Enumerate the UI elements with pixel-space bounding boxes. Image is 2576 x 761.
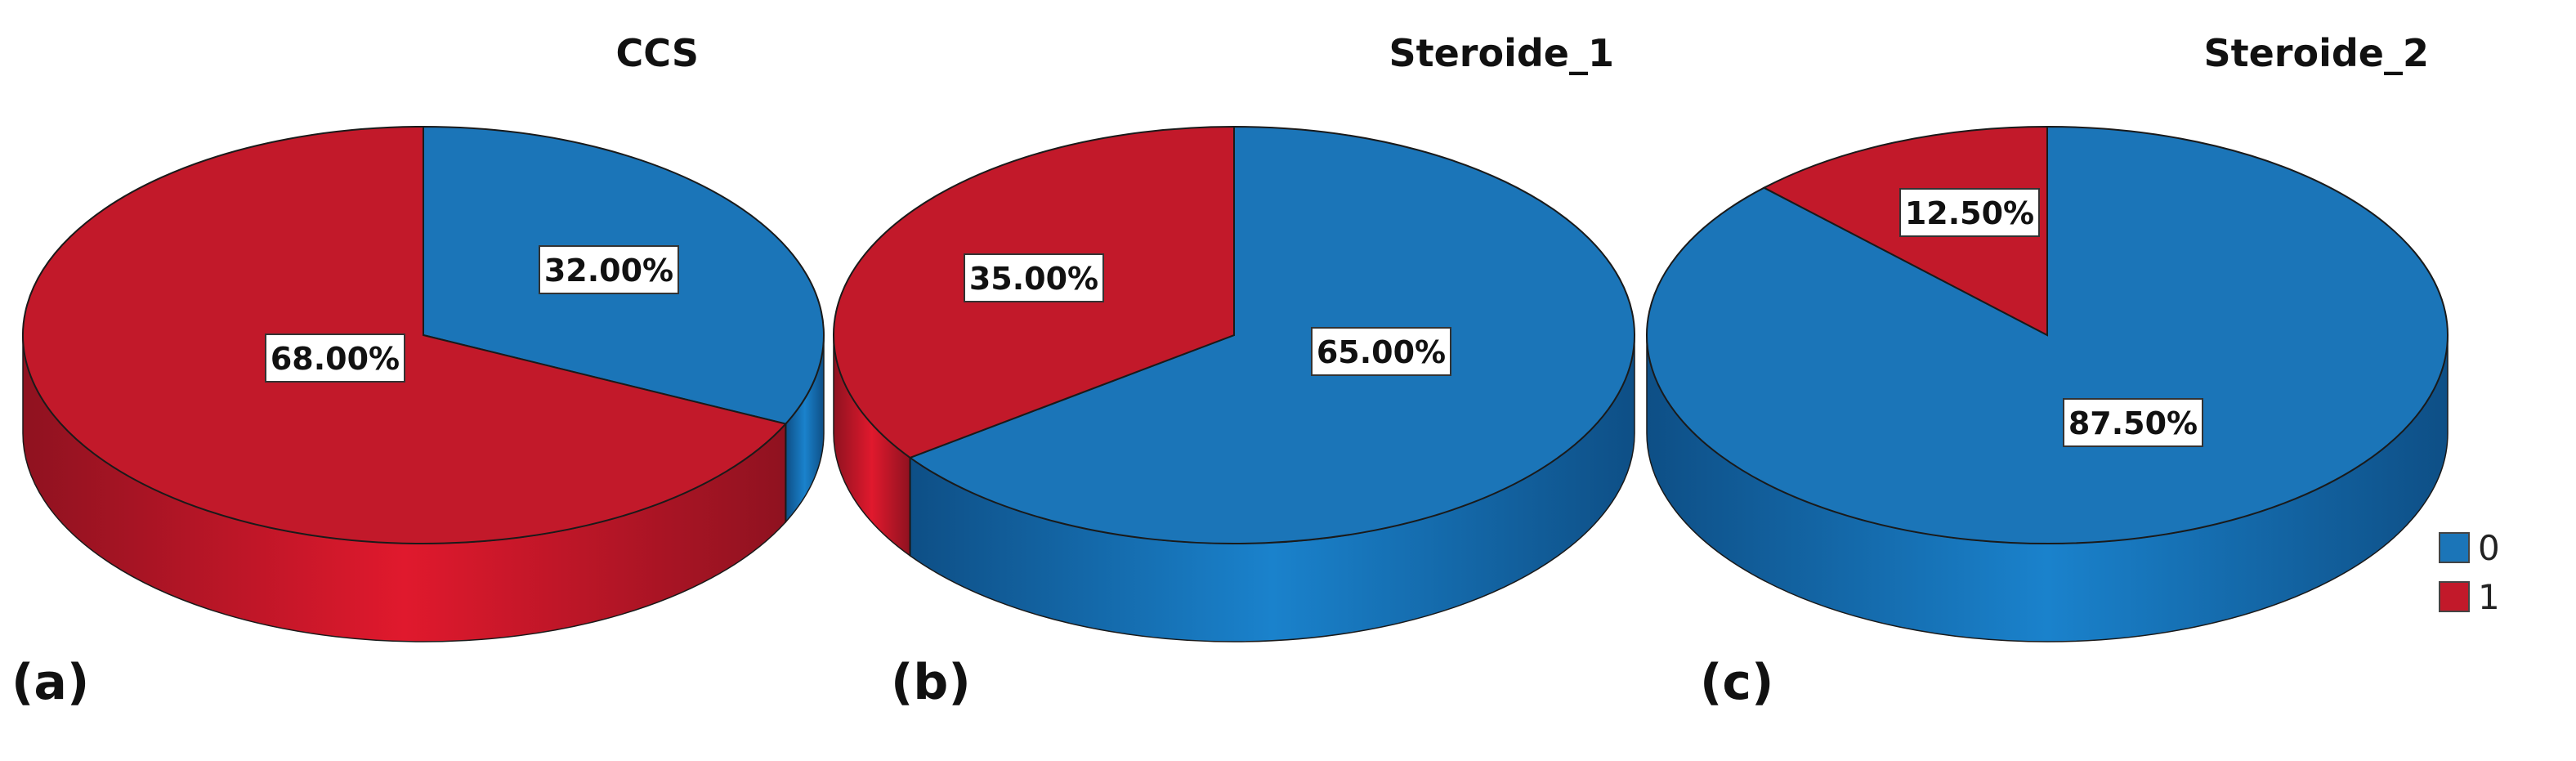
pie-0-data-label-text-1: 68.00%	[271, 341, 400, 377]
panel-label-b: (b)	[891, 654, 971, 711]
legend-item-0: 0	[2439, 523, 2500, 572]
pie-0-data-label-1: 68.00%	[265, 333, 405, 383]
legend-swatch-0	[2439, 532, 2470, 563]
legend-label-1: 1	[2478, 576, 2500, 617]
legend-item-1: 1	[2439, 572, 2500, 621]
pie-0: 32.00% 68.00%	[22, 125, 825, 642]
pie-2-data-label-text-0: 87.50%	[2068, 405, 2198, 441]
pie-1-data-label-0: 65.00%	[1311, 327, 1451, 376]
pie-2-data-label-1: 12.50%	[1899, 188, 2040, 237]
pie-2-data-label-text-1: 12.50%	[1905, 195, 2034, 231]
chart-title-steroide-1: Steroide_1	[1389, 31, 1614, 75]
legend-label-0: 0	[2478, 527, 2500, 568]
legend: 0 1	[2439, 523, 2500, 621]
chart-title-steroide-2: Steroide_2	[2203, 31, 2429, 75]
pie-0-data-label-text-0: 32.00%	[544, 253, 673, 289]
pie-1-slice-0	[908, 125, 1635, 544]
pie-2: 87.50% 12.50%	[1646, 125, 2449, 642]
pie-1: 65.00% 35.00%	[833, 125, 1635, 642]
pie-1-data-label-text-1: 35.00%	[969, 261, 1098, 297]
chart-title-ccs: CCS	[615, 31, 699, 75]
panel-label-a: (a)	[11, 654, 90, 711]
legend-swatch-1	[2439, 581, 2470, 612]
pie-1-data-label-1: 35.00%	[964, 253, 1104, 302]
pie-2-data-label-0: 87.50%	[2063, 398, 2203, 447]
pie-1-data-label-text-0: 65.00%	[1317, 334, 1446, 370]
pie-0-data-label-0: 32.00%	[539, 245, 679, 294]
panel-label-c: (c)	[1700, 654, 1774, 711]
